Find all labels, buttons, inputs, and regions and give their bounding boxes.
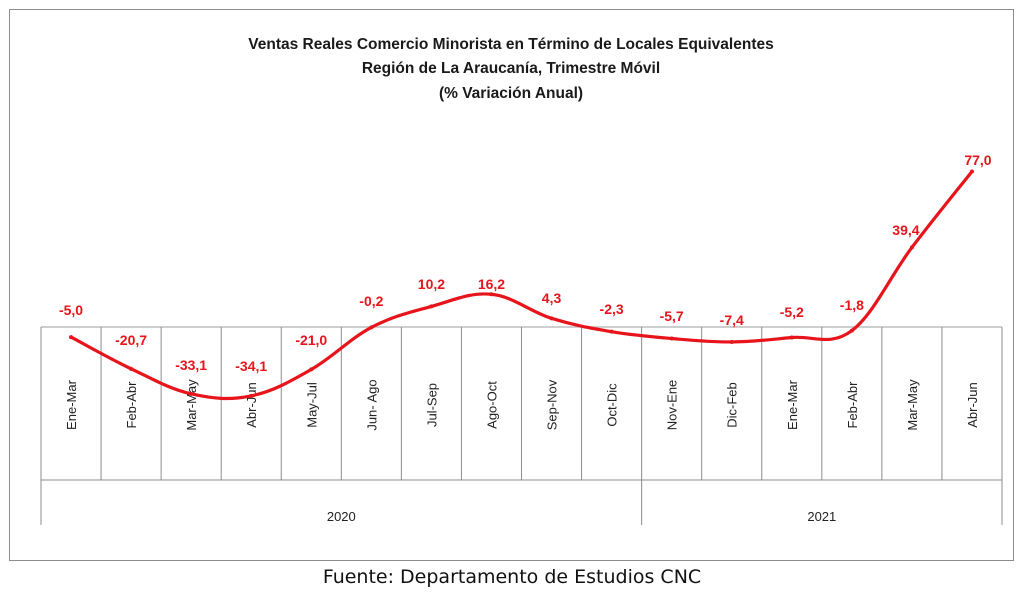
x-group-label: 2021 (807, 509, 836, 524)
chart-title: Ventas Reales Comercio Minorista en Térm… (248, 36, 773, 102)
chart-svg: Ventas Reales Comercio Minorista en Térm… (40, 36, 1003, 525)
data-label: -2,3 (600, 301, 624, 317)
data-label: 39,4 (892, 222, 919, 238)
chart-title-line-3: (% Variación Anual) (439, 85, 583, 102)
data-label: -21,0 (295, 332, 327, 348)
data-point (849, 328, 854, 333)
chart-frame: Ventas Reales Comercio Minorista en Térm… (9, 9, 1014, 561)
data-labels: -5,0 -20,7 -33,1 -34,1 -21,0 -0,2 10,2 16,2 4,3 -… (59, 152, 992, 374)
chart-title-line-2: Región de La Araucanía, Trimestre Móvil (362, 60, 660, 77)
data-point (129, 366, 134, 371)
series-line (69, 169, 974, 401)
x-tick-label: Mar-May (905, 379, 920, 431)
x-tick-label: Feb-Abr (845, 381, 860, 429)
x-tick-label: Mar-May (184, 379, 199, 431)
data-label: 77,0 (964, 152, 991, 168)
chart-title-line-1: Ventas Reales Comercio Minorista en Térm… (248, 36, 773, 53)
data-label: -34,1 (235, 358, 267, 374)
data-point (669, 336, 674, 341)
data-point (969, 169, 974, 174)
x-tick-label: Abr-Jun (244, 382, 259, 428)
data-point (249, 393, 254, 398)
data-point (909, 245, 914, 250)
data-point (489, 292, 494, 297)
x-tick-label: Ene-Mar (785, 379, 800, 430)
x-tick-label: Oct-Dic (605, 383, 620, 427)
data-label: -20,7 (115, 332, 147, 348)
data-label: -5,0 (59, 302, 83, 318)
data-point (729, 339, 734, 344)
data-label: -5,7 (660, 308, 684, 324)
x-tick-label: Ago-Oct (484, 381, 499, 429)
x-tick-label: Feb-Abr (124, 381, 139, 429)
data-label: 16,2 (478, 276, 505, 292)
data-point (189, 391, 194, 396)
source-note: Fuente: Departamento de Estudios CNC (322, 566, 702, 588)
data-point (429, 304, 434, 309)
data-label: -0,2 (359, 293, 383, 309)
x-tick-label: May-Jul (304, 382, 319, 428)
data-point (789, 335, 794, 340)
data-point (549, 316, 554, 321)
data-point (609, 329, 614, 334)
x-tick-label: Abr-Jun (965, 382, 980, 428)
x-tick-label: Ene-Mar (64, 379, 79, 430)
data-point (69, 335, 74, 340)
x-tick-label: Jul-Sep (424, 383, 439, 427)
x-tick-label: Dic-Feb (725, 382, 740, 428)
x-group-label: 2020 (327, 509, 356, 524)
x-tick-label: Jun- Ago (364, 379, 379, 430)
data-point (369, 325, 374, 330)
data-label: -5,2 (780, 304, 804, 320)
x-tick-label: Sep-Nov (545, 379, 560, 430)
data-label: 10,2 (418, 276, 445, 292)
x-tick-label: Nov-Ene (665, 380, 680, 431)
data-label: -7,4 (720, 312, 744, 328)
data-label: -1,8 (840, 297, 864, 313)
series-line-group (69, 169, 974, 401)
data-label: 4,3 (542, 290, 562, 306)
data-label: -33,1 (175, 357, 207, 373)
data-point (309, 367, 314, 372)
